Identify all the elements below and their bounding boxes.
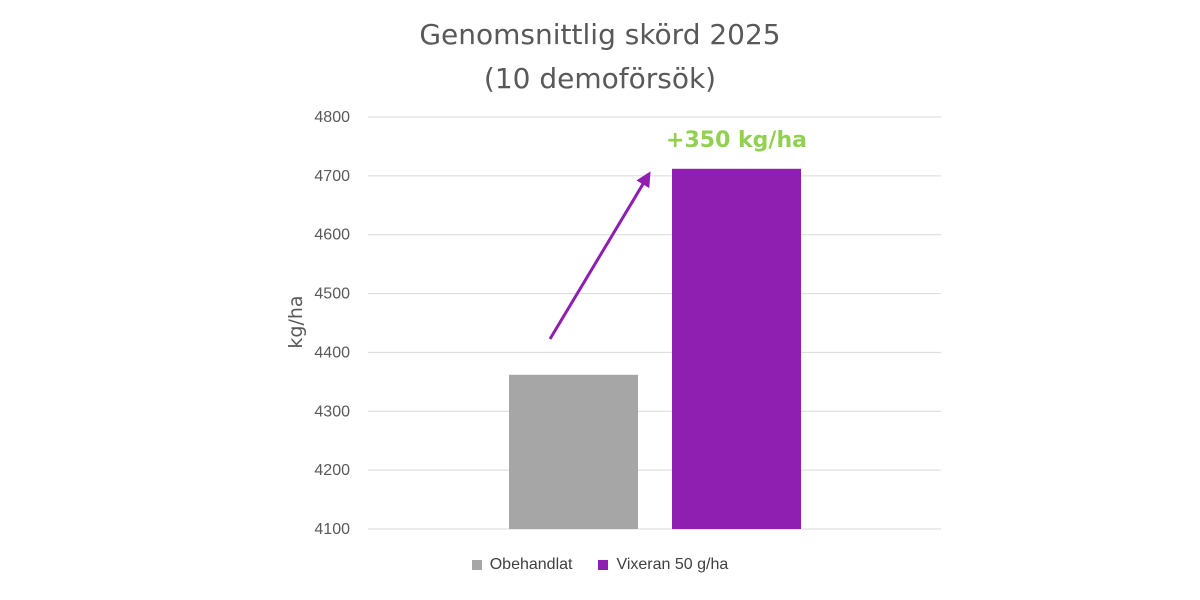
y-tick-label: 4200 [314,462,350,479]
chart-title: Genomsnittlig skörd 2025 [419,18,781,51]
legend-label: Vixeran 50 g/ha [616,556,729,573]
legend-item-vixeran: Vixeran 50 g/ha [598,556,728,574]
y-tick-label: 4400 [314,344,350,361]
legend-item-obehandlat: Obehandlat [471,556,573,574]
y-tick-label: 4100 [314,521,350,538]
y-tick-label: 4600 [314,227,350,244]
legend-swatch-icon [471,560,482,570]
y-axis-label: kg/ha [285,295,307,348]
chart-subtitle: (10 demoförsök) [483,62,717,95]
y-tick-label: 4300 [314,403,350,420]
legend-swatch-icon [598,560,609,570]
legend-label: Obehandlat [489,556,573,573]
yield-increase-annotation: +350 kg/ha [666,128,807,153]
bar-obehandlat [509,374,638,529]
y-tick-label: 4800 [314,109,350,126]
increase-arrow [548,171,651,340]
legend: Obehandlat Vixeran 50 g/ha [0,556,1200,574]
y-tick-label: 4700 [314,168,350,185]
bar-vixeran [672,168,801,529]
y-tick-label: 4500 [314,286,350,303]
